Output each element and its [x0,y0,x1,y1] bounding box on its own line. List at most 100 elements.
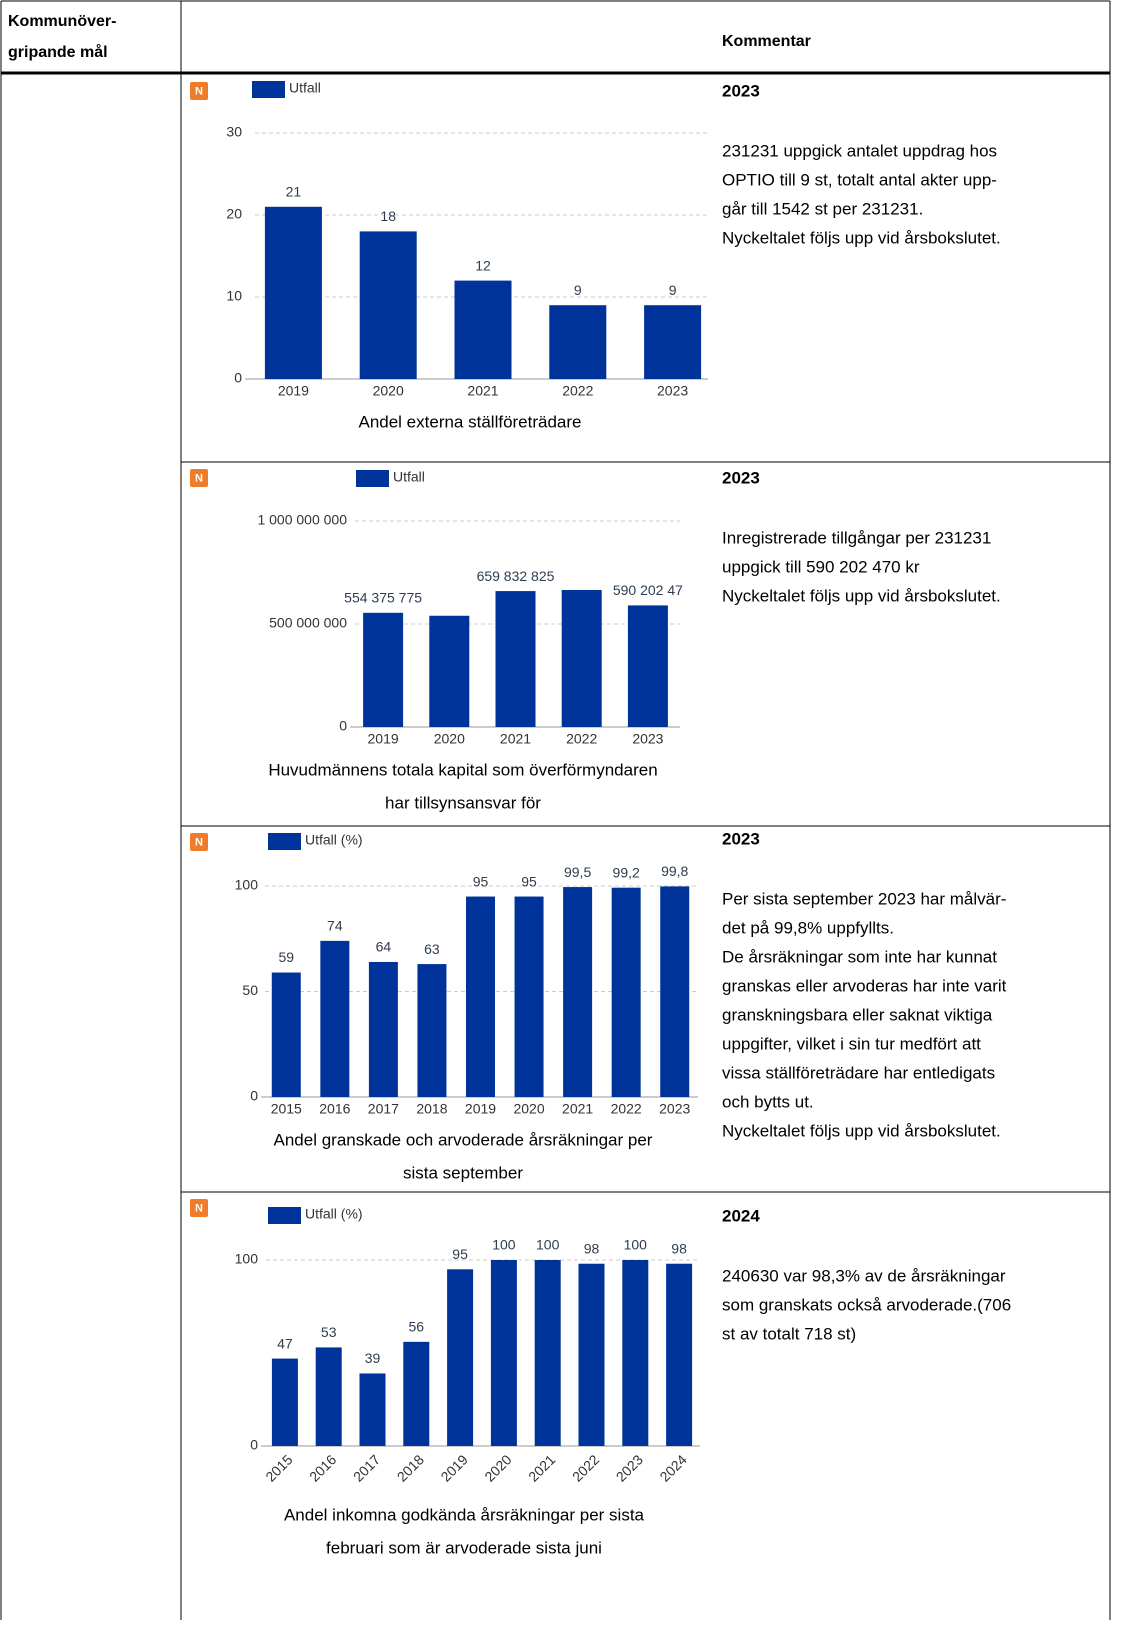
x-tick-label: 2023 [657,383,688,399]
comment-line: som granskats också arvoderade.(706 [722,1295,1011,1314]
header-cell: Kommentar [722,33,811,50]
comment-line: det på 99,8% uppfyllts. [722,918,894,937]
chart-title: Andel granskade och arvoderade årsräknin… [274,1130,653,1149]
value-label: 47 [277,1335,293,1351]
x-tick-label: 2017 [368,1101,399,1117]
badge-text: N [195,1202,203,1214]
bar [563,887,593,1097]
y-tick-label: 1 000 000 000 [257,512,347,528]
x-tick-label: 2016 [306,1451,339,1484]
bar [264,206,322,379]
bar [417,964,447,1097]
chart-title: Andel inkomna godkända årsräkningar per … [284,1505,645,1524]
header-cell: Kommunöver- [8,13,116,30]
comment-line: vissa ställföreträdare har entledigats [722,1063,995,1082]
comment-line: Nyckeltalet följs upp vid årsbokslutet. [722,1121,1001,1140]
comment-line: granskningsbara eller saknat viktiga [722,1005,993,1024]
y-tick-label: 10 [226,288,242,304]
chart-title: har tillsynsansvar för [385,793,541,812]
x-tick-label: 2021 [500,731,531,747]
badge-text: N [195,836,203,848]
bar [534,1260,561,1446]
bar [363,612,404,727]
legend-label: Utfall [393,469,425,485]
x-tick-label: 2022 [566,731,597,747]
comment-line: De årsräkningar som inte har kunnat [722,947,997,966]
x-tick-label: 2023 [632,731,663,747]
bar [578,1263,605,1446]
value-label: 18 [380,208,396,224]
value-label: 21 [286,184,302,200]
legend-label: Utfall [289,80,321,96]
badge-icon [190,833,208,851]
x-tick-label: 2019 [278,383,309,399]
y-tick-label: 100 [235,1251,259,1267]
value-label: 53 [321,1324,337,1340]
bar [666,1263,693,1446]
legend-label: Utfall (%) [305,832,363,848]
chart-title: Andel externa ställföreträdare [358,412,581,431]
x-tick-label: 2020 [373,383,404,399]
value-label: 99,8 [661,863,688,879]
bar [315,1347,342,1446]
value-label: 590 202 47 [613,582,683,598]
x-tick-label: 2024 [656,1451,689,1484]
bar [514,896,544,1097]
bar [359,1373,386,1446]
bar [447,1269,474,1446]
bar [320,940,350,1097]
value-label: 63 [424,941,440,957]
value-label: 9 [574,282,582,298]
bar [271,1358,298,1446]
value-label: 12 [475,257,491,273]
bar [403,1341,430,1446]
y-tick-label: 30 [226,124,242,140]
x-tick-label: 2020 [481,1451,514,1484]
comment-year: 2024 [722,1206,760,1225]
x-tick-label: 2018 [394,1451,427,1484]
x-tick-label: 2021 [562,1101,593,1117]
y-tick-label: 0 [234,370,242,386]
value-label: 98 [671,1240,687,1256]
comment-line: Inregistrerade tillgångar per 231231 [722,528,991,547]
x-tick-label: 2022 [611,1101,642,1117]
legend-label: Utfall (%) [305,1206,363,1222]
x-tick-label: 2017 [350,1451,383,1484]
value-label: 100 [624,1237,648,1253]
x-tick-label: 2020 [434,731,465,747]
x-tick-label: 2021 [467,383,498,399]
x-tick-label: 2019 [465,1101,496,1117]
chart-title: februari som är arvoderade sista juni [326,1538,602,1557]
legend-swatch [268,833,301,850]
x-tick-label: 2020 [513,1101,544,1117]
value-label: 554 375 775 [344,590,422,606]
bar [611,887,641,1097]
bar [466,896,495,1097]
value-label: 659 832 825 [477,568,555,584]
comment-line: granskas eller arvoderas har inte varit [722,976,1007,995]
value-label: 98 [584,1240,600,1256]
y-tick-label: 20 [226,206,242,222]
value-label: 74 [327,918,343,934]
value-label: 99,5 [564,864,591,880]
x-tick-label: 2023 [659,1101,690,1117]
bar [549,305,607,379]
badge-text: N [195,472,203,484]
value-label: 95 [521,873,537,889]
value-label: 64 [376,939,392,955]
chart-title: Huvudmännens totala kapital som överförm… [268,760,657,779]
badge-text: N [195,85,203,97]
value-label: 99,2 [613,864,640,880]
x-tick-label: 2018 [416,1101,447,1117]
value-label: 56 [409,1319,425,1335]
comment-year: 2023 [722,81,760,100]
table-lines [0,0,1111,1620]
badge-icon [190,1199,208,1217]
bar [368,961,398,1097]
comment-line: Nyckeltalet följs upp vid årsbokslutet. [722,586,1001,605]
legend-swatch [268,1207,301,1224]
comment-line: OPTIO till 9 st, totalt antal akter upp- [722,170,997,189]
comment-line: st av totalt 718 st) [722,1324,856,1343]
y-tick-label: 0 [250,1437,258,1453]
